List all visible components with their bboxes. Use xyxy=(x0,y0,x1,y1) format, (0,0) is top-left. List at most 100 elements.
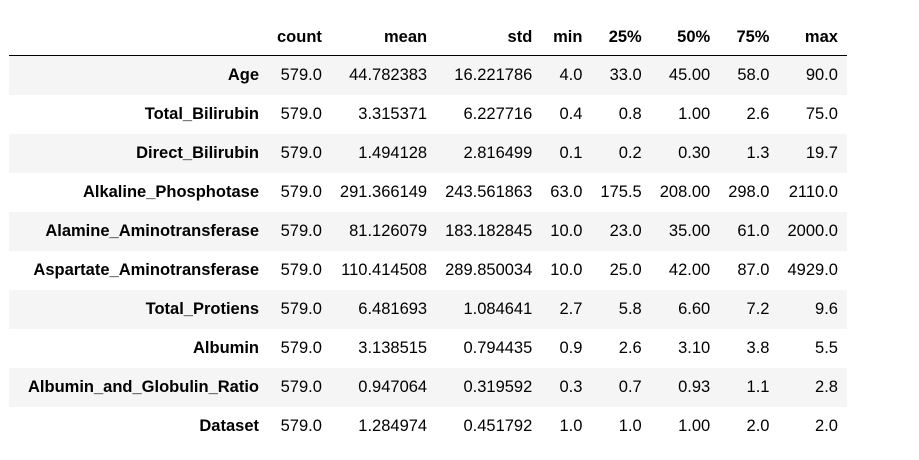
row-label: Alamine_Aminotransferase xyxy=(45,222,259,240)
table-row: Alkaline_Phosphotase 579.0 291.366149 24… xyxy=(9,173,847,212)
table-cell: 42.00 xyxy=(668,261,711,279)
table-cell: 579.0 xyxy=(280,222,322,240)
table-cell: 9.6 xyxy=(815,300,838,318)
table-cell: 2.0 xyxy=(815,417,838,435)
row-label: Age xyxy=(227,66,259,84)
table-cell: 10.0 xyxy=(550,261,583,279)
table-cell: 7.2 xyxy=(746,300,770,318)
table-cell: 2.8 xyxy=(815,378,838,396)
table-cell: 3.138515 xyxy=(358,339,428,357)
table-cell: 291.366149 xyxy=(339,183,428,201)
table-cell: 6.60 xyxy=(678,300,711,318)
table-row: Aspartate_Aminotransferase 579.0 110.414… xyxy=(9,251,847,290)
table-cell: 579.0 xyxy=(280,105,322,123)
describe-table: count mean std min 25% 50% 75% max Age 5… xyxy=(9,19,847,446)
row-label: Albumin_and_Globulin_Ratio xyxy=(27,378,259,396)
row-label: Albumin xyxy=(193,339,259,357)
table-cell: 175.5 xyxy=(600,183,642,201)
table-cell: 2000.0 xyxy=(787,222,838,240)
table-cell: 0.93 xyxy=(678,378,711,396)
column-header-75pct: 75% xyxy=(719,19,779,56)
row-label: Direct_Bilirubin xyxy=(136,144,259,162)
index-header xyxy=(9,19,268,56)
column-header-std: std xyxy=(436,19,542,56)
table-cell: 1.00 xyxy=(678,105,711,123)
table-cell: 87.0 xyxy=(737,261,770,279)
table-cell: 579.0 xyxy=(280,300,322,318)
table-cell: 2.6 xyxy=(746,105,770,123)
table-cell: 2.6 xyxy=(618,339,642,357)
table-cell: 3.8 xyxy=(746,339,770,357)
table-cell: 6.227716 xyxy=(463,105,533,123)
table-cell: 4.0 xyxy=(559,66,583,84)
table-cell: 0.4 xyxy=(559,105,583,123)
header-row: count mean std min 25% 50% 75% max xyxy=(9,19,847,56)
table-row: Total_Protiens 579.0 6.481693 1.084641 2… xyxy=(9,290,847,329)
table-cell: 0.451792 xyxy=(463,417,533,435)
table-cell: 1.3 xyxy=(746,144,770,162)
column-header-25pct: 25% xyxy=(591,19,651,56)
table-cell: 25.0 xyxy=(609,261,642,279)
table-cell: 579.0 xyxy=(280,144,322,162)
table-cell: 5.8 xyxy=(618,300,642,318)
table-cell: 579.0 xyxy=(280,378,322,396)
table-cell: 0.7 xyxy=(618,378,642,396)
table-cell: 0.319592 xyxy=(463,378,533,396)
table-row: Age 579.0 44.782383 16.221786 4.0 33.0 4… xyxy=(9,55,847,95)
table-cell: 45.00 xyxy=(668,66,711,84)
table-cell: 3.315371 xyxy=(358,105,428,123)
table-header: count mean std min 25% 50% 75% max xyxy=(9,19,847,56)
table-row: Albumin_and_Globulin_Ratio 579.0 0.94706… xyxy=(9,368,847,407)
table-cell: 35.00 xyxy=(668,222,711,240)
table-cell: 75.0 xyxy=(805,105,838,123)
row-label: Dataset xyxy=(199,417,259,435)
table-cell: 1.00 xyxy=(678,417,711,435)
row-label: Aspartate_Aminotransferase xyxy=(33,261,259,279)
table-cell: 579.0 xyxy=(280,66,322,84)
table-body: Age 579.0 44.782383 16.221786 4.0 33.0 4… xyxy=(9,55,847,446)
table-cell: 183.182845 xyxy=(445,222,533,240)
column-header-50pct: 50% xyxy=(650,19,720,56)
table-row: Alamine_Aminotransferase 579.0 81.126079… xyxy=(9,212,847,251)
column-header-mean: mean xyxy=(330,19,437,56)
table-cell: 1.0 xyxy=(618,417,642,435)
table-cell: 10.0 xyxy=(550,222,583,240)
table-cell: 2.0 xyxy=(746,417,770,435)
table-cell: 110.414508 xyxy=(341,261,428,279)
column-header-max: max xyxy=(778,19,847,56)
row-label: Alkaline_Phosphotase xyxy=(82,183,259,201)
table-cell: 0.794435 xyxy=(463,339,533,357)
table-cell: 63.0 xyxy=(550,183,583,201)
table-cell: 44.782383 xyxy=(349,66,428,84)
table-row: Dataset 579.0 1.284974 0.451792 1.0 1.0 … xyxy=(9,407,847,446)
dataframe-output: count mean std min 25% 50% 75% max Age 5… xyxy=(9,19,847,446)
table-cell: 0.2 xyxy=(618,144,642,162)
table-cell: 16.221786 xyxy=(454,66,533,84)
table-cell: 4929.0 xyxy=(787,261,838,279)
table-cell: 298.0 xyxy=(728,183,770,201)
table-cell: 579.0 xyxy=(280,417,322,435)
table-cell: 208.00 xyxy=(659,183,711,201)
table-cell: 2.7 xyxy=(559,300,583,318)
row-label: Total_Protiens xyxy=(145,300,259,318)
table-cell: 33.0 xyxy=(609,66,642,84)
table-cell: 3.10 xyxy=(678,339,711,357)
table-cell: 19.7 xyxy=(805,144,838,162)
table-cell: 579.0 xyxy=(280,339,322,357)
column-header-count: count xyxy=(268,19,331,56)
table-cell: 1.0 xyxy=(559,417,583,435)
table-cell: 243.561863 xyxy=(445,183,533,201)
table-cell: 90.0 xyxy=(805,66,838,84)
table-cell: 0.9 xyxy=(559,339,583,357)
column-header-min: min xyxy=(541,19,592,56)
table-cell: 0.8 xyxy=(618,105,642,123)
table-row: Total_Bilirubin 579.0 3.315371 6.227716 … xyxy=(9,95,847,134)
table-cell: 23.0 xyxy=(609,222,642,240)
table-cell: 579.0 xyxy=(280,261,322,279)
table-cell: 1.284974 xyxy=(358,417,428,435)
table-cell: 1.494128 xyxy=(358,144,428,162)
table-cell: 2.816499 xyxy=(463,144,533,162)
table-cell: 1.084641 xyxy=(463,300,533,318)
table-cell: 0.947064 xyxy=(358,378,428,396)
table-cell: 2110.0 xyxy=(788,183,838,201)
